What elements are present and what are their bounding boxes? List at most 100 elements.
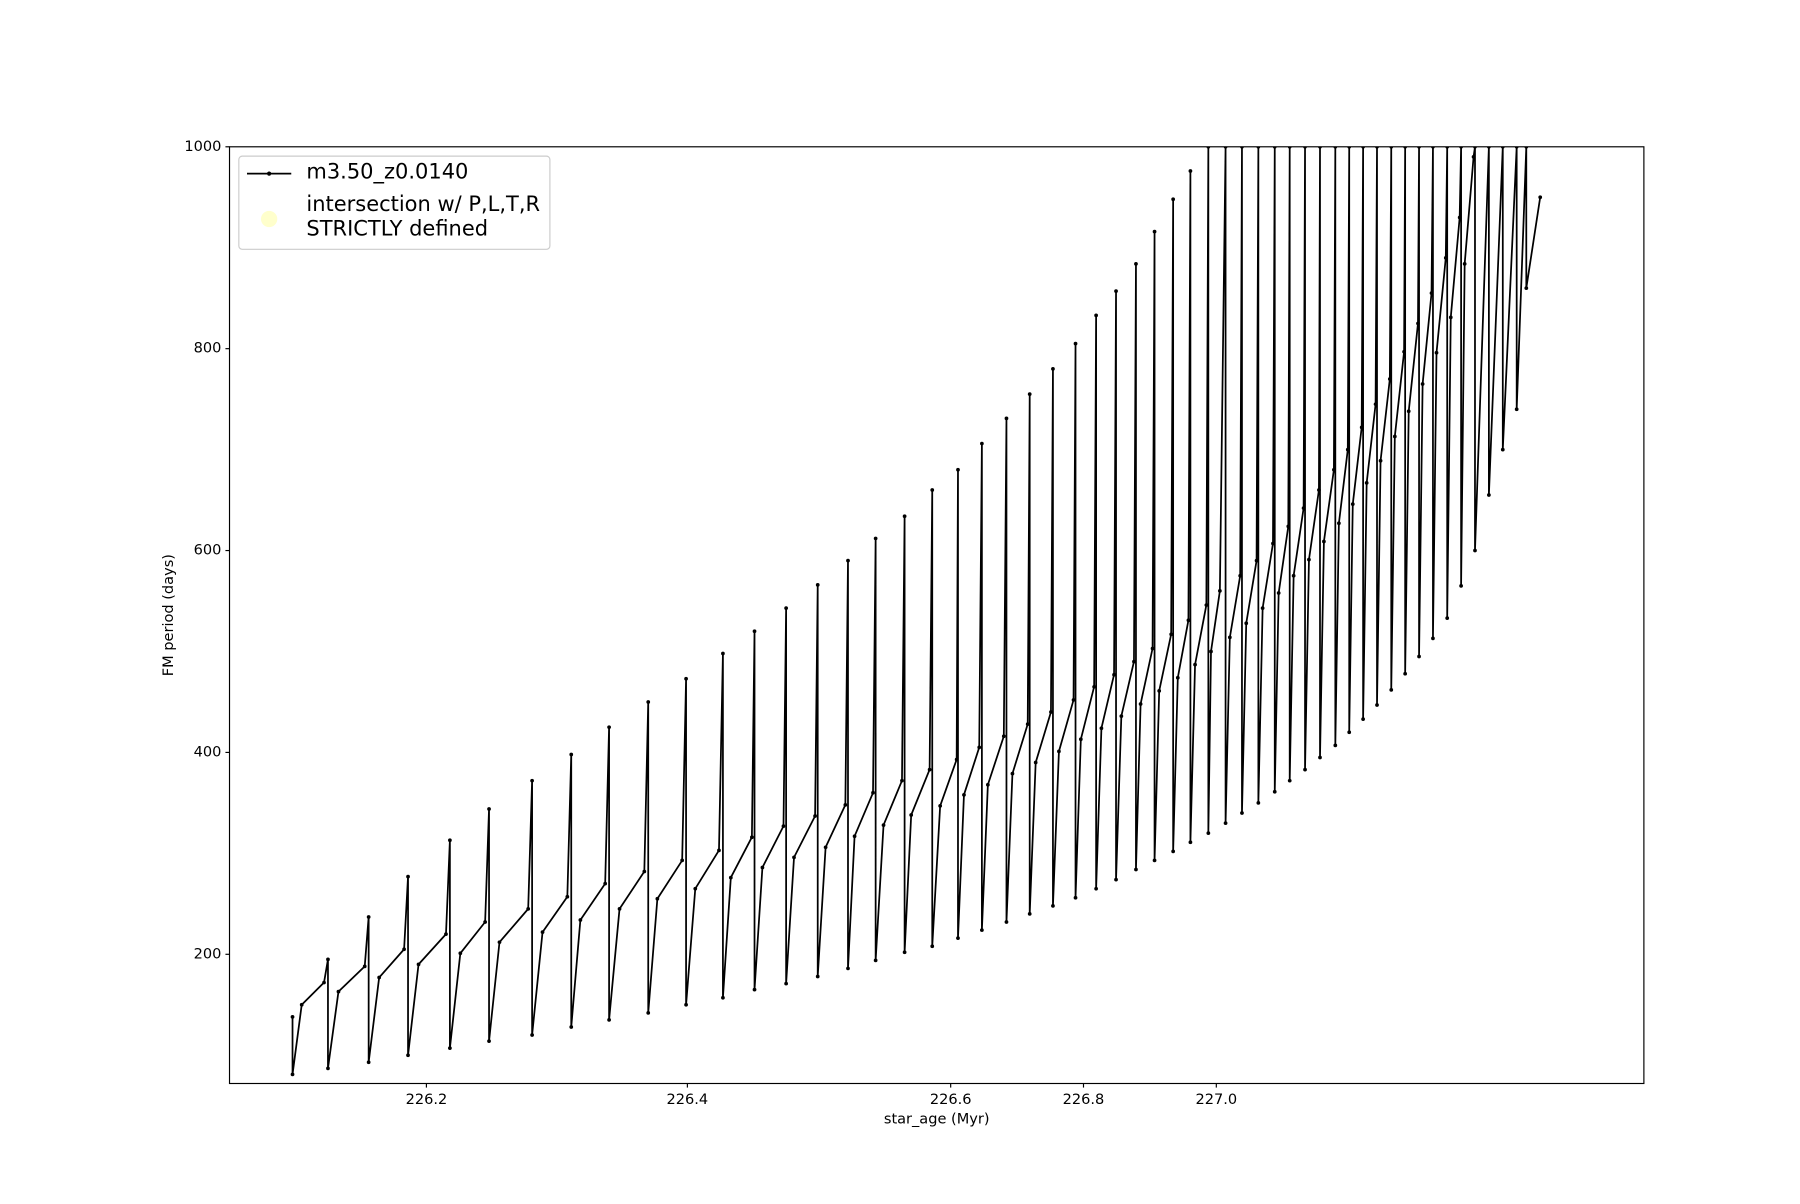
point xyxy=(1445,616,1450,621)
point xyxy=(815,583,820,587)
point xyxy=(781,824,786,828)
point xyxy=(299,1002,304,1007)
point xyxy=(1402,349,1406,354)
point xyxy=(1317,488,1321,492)
point xyxy=(1462,262,1467,266)
point xyxy=(1099,726,1104,731)
point xyxy=(752,629,757,634)
point xyxy=(1332,467,1336,472)
point xyxy=(900,778,904,783)
point xyxy=(1004,920,1009,924)
point xyxy=(1364,481,1369,485)
point xyxy=(642,869,647,874)
point xyxy=(565,894,570,899)
x-tick-label: 226.6 xyxy=(930,1091,972,1108)
point xyxy=(1254,558,1259,563)
point xyxy=(1271,541,1275,546)
point xyxy=(1171,197,1176,202)
point xyxy=(1073,895,1078,900)
point xyxy=(1071,698,1076,702)
y-tick-label: 200 xyxy=(194,945,222,962)
point xyxy=(377,975,382,980)
legend-label: m3.50_z0.0140 xyxy=(306,159,469,185)
point xyxy=(1152,858,1157,863)
plot-area xyxy=(290,146,1543,1077)
point xyxy=(290,1015,295,1019)
point xyxy=(1027,392,1032,396)
point xyxy=(1392,434,1397,439)
point xyxy=(1114,877,1118,882)
point xyxy=(823,845,828,850)
point xyxy=(873,958,878,963)
point xyxy=(956,467,960,472)
point xyxy=(760,865,765,870)
point xyxy=(497,940,502,945)
point xyxy=(815,974,820,979)
point xyxy=(1244,621,1249,626)
legend-label: intersection w/ P,L,T,R STRICTLY defined xyxy=(306,192,541,242)
x-tick-label: 227.0 xyxy=(1195,1091,1237,1108)
point xyxy=(1287,778,1292,783)
point xyxy=(1272,789,1277,794)
point xyxy=(1188,169,1193,173)
point xyxy=(448,838,452,843)
point xyxy=(406,1053,410,1058)
point xyxy=(326,1066,330,1071)
point xyxy=(1347,730,1352,735)
point xyxy=(1204,603,1209,607)
point xyxy=(1350,502,1355,506)
point xyxy=(1406,409,1411,414)
point xyxy=(530,1033,534,1037)
point xyxy=(1094,886,1098,891)
legend-marker xyxy=(260,210,278,228)
point xyxy=(1218,589,1222,593)
point xyxy=(784,606,788,610)
point xyxy=(721,995,725,1000)
point xyxy=(607,1018,611,1022)
point xyxy=(402,947,406,952)
point xyxy=(680,858,685,863)
point xyxy=(1157,688,1162,693)
point xyxy=(362,964,367,969)
point xyxy=(406,874,410,879)
point xyxy=(1361,717,1365,721)
point xyxy=(1227,635,1232,640)
point xyxy=(1027,912,1032,916)
point xyxy=(1487,493,1491,497)
point xyxy=(1318,755,1322,760)
point xyxy=(1345,447,1350,452)
point xyxy=(813,814,817,818)
point xyxy=(846,558,850,563)
point xyxy=(1291,573,1296,578)
point xyxy=(578,918,583,922)
point xyxy=(366,915,371,919)
point xyxy=(1171,849,1176,854)
point xyxy=(1150,646,1155,651)
point xyxy=(603,881,608,886)
point xyxy=(684,676,688,681)
point xyxy=(1092,684,1096,689)
point xyxy=(902,950,907,955)
x-tick-label: 226.2 xyxy=(406,1091,448,1108)
point xyxy=(1169,632,1174,637)
point xyxy=(927,767,932,772)
y-tick-label: 600 xyxy=(194,542,222,559)
point xyxy=(1078,737,1083,742)
point xyxy=(1188,840,1193,845)
point xyxy=(1152,229,1157,234)
point xyxy=(1443,255,1448,260)
point xyxy=(483,920,487,924)
point xyxy=(1049,710,1053,714)
point xyxy=(1286,524,1291,529)
point xyxy=(487,807,491,811)
point xyxy=(873,536,878,541)
point xyxy=(1114,289,1118,294)
point xyxy=(1073,341,1078,346)
point xyxy=(1223,821,1228,825)
point xyxy=(1186,618,1191,623)
point xyxy=(750,835,754,840)
point xyxy=(1448,315,1453,320)
point xyxy=(784,981,788,986)
point xyxy=(1373,402,1378,407)
